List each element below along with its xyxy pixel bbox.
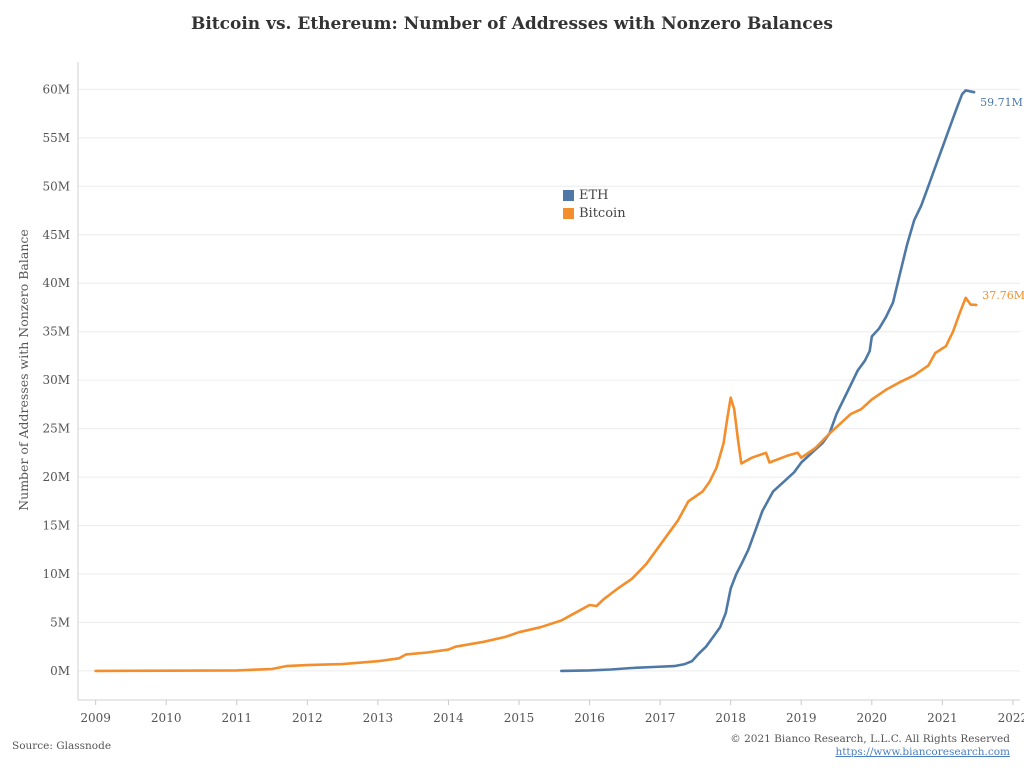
source-note: Source: Glassnode — [12, 740, 112, 752]
copyright-block: © 2021 Bianco Research, L.L.C. All Right… — [730, 733, 1010, 759]
website-link[interactable]: https://www.biancoresearch.com — [835, 746, 1010, 758]
legend-label-eth: ETH — [579, 187, 609, 203]
legend: ETH Bitcoin — [563, 186, 626, 222]
end-label-eth: 59.71M — [980, 96, 1023, 109]
x-tick-label: 2010 — [151, 711, 182, 725]
y-tick-label: 40M — [42, 276, 70, 290]
y-tick-label: 55M — [42, 131, 70, 145]
x-tick-label: 2014 — [433, 711, 464, 725]
end-label-bitcoin: 37.76M — [982, 289, 1024, 302]
series-lines — [94, 89, 978, 673]
x-tick-label: 2009 — [80, 711, 111, 725]
legend-label-bitcoin: Bitcoin — [579, 205, 626, 221]
y-tick-label: 30M — [42, 373, 70, 387]
x-tick-label: 2018 — [715, 711, 746, 725]
series-line-bitcoin[interactable] — [94, 296, 978, 673]
y-axis: 0M 5M 10M 15M 20M 25M 30M 35M 40M 45M 50M 55M 60M — [42, 62, 1020, 701]
y-tick-label: 60M — [42, 82, 70, 96]
end-labels: 59.71M 37.76M — [980, 96, 1024, 302]
y-tick-label: 15M — [42, 519, 70, 533]
x-tick-label: 2016 — [574, 711, 605, 725]
y-tick-label: 5M — [50, 615, 70, 629]
y-tick-label: 35M — [42, 325, 70, 339]
x-axis: 2009 2010 2011 2012 2013 2014 2015 2016 2017 2018… — [80, 700, 1024, 725]
legend-swatch-bitcoin — [563, 207, 574, 219]
y-tick-label: 10M — [42, 567, 70, 581]
y-tick-label: 45M — [42, 228, 70, 242]
y-tick-label: 50M — [42, 179, 70, 193]
x-tick-label: 2012 — [292, 711, 323, 725]
x-tick-label: 2017 — [645, 711, 676, 725]
legend-item-bitcoin[interactable]: Bitcoin — [563, 204, 626, 222]
x-tick-label: 2022 — [998, 711, 1024, 725]
legend-swatch-eth — [563, 189, 574, 201]
y-tick-label: 20M — [42, 470, 70, 484]
x-tick-label: 2019 — [786, 711, 817, 725]
gridlines — [78, 88, 1020, 672]
x-tick-label: 2011 — [221, 711, 252, 725]
copyright-text: © 2021 Bianco Research, L.L.C. All Right… — [730, 733, 1010, 745]
chart-title: Bitcoin vs. Ethereum: Number of Addresse… — [190, 14, 833, 34]
x-tick-label: 2021 — [927, 711, 958, 725]
y-tick-label: 25M — [42, 422, 70, 436]
legend-item-eth[interactable]: ETH — [563, 186, 626, 204]
x-tick-label: 2020 — [857, 711, 888, 725]
x-tick-label: 2015 — [504, 711, 535, 725]
y-axis-label: Number of Addresses with Nonzero Balance — [16, 229, 31, 511]
y-tick-label: 0M — [50, 664, 70, 678]
x-tick-label: 2013 — [363, 711, 394, 725]
